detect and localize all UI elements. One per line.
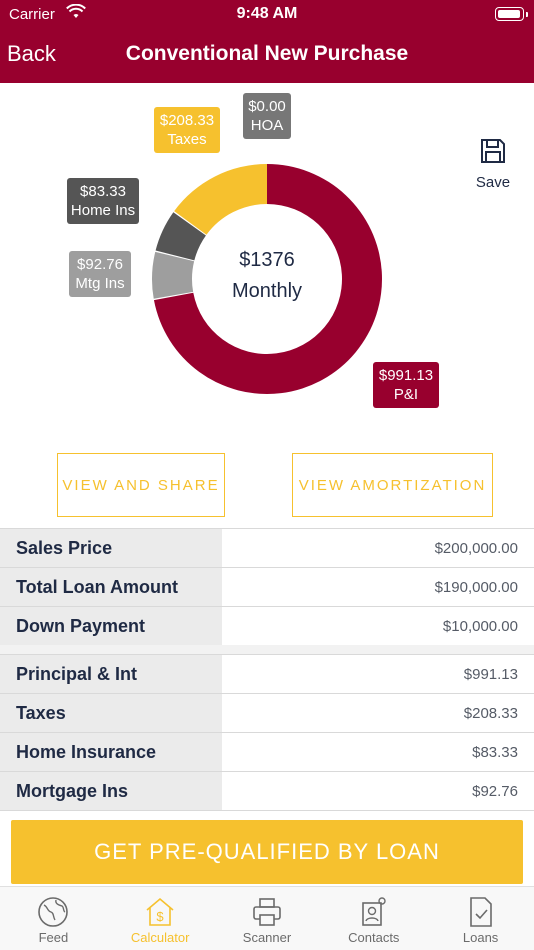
table-row: Home Insurance $83.33 [0,733,534,772]
row-label: Down Payment [0,607,222,645]
tab-calculator[interactable]: $ Calculator [107,887,214,950]
view-amortization-button[interactable]: VIEW AMORTIZATION [292,453,493,517]
tab-scanner[interactable]: Scanner [214,887,321,950]
tab-label: Feed [38,930,69,945]
donut-chart: $1376 Monthly $991.13 P&I $92.76 Mtg Ins $83… [67,93,439,408]
clock: 9:48 AM [236,5,298,22]
tab-bar: Feed $ Calculator Scanner [0,886,534,950]
table-row: Sales Price $200,000.00 [0,529,534,568]
row-value: $92.76 [222,772,534,810]
table-row: Down Payment $10,000.00 [0,607,534,646]
callout-value: $991.13 [379,367,433,384]
contacts-icon [357,895,391,934]
slice-p-i [153,164,382,394]
callout-label: HOA [251,117,284,134]
payment-chart: $1376 Monthly $991.13 P&I $92.76 Mtg Ins $83… [0,83,534,443]
tab-label: Contacts [348,930,400,945]
table-row: Principal & Int $991.13 [0,655,534,694]
callout-label: Taxes [167,131,206,148]
top-bar: Carrier 9:48 AM Back Conventional New Pu… [0,0,534,83]
tab-label: Scanner [242,930,292,945]
row-value: $208.33 [222,694,534,732]
row-label: Taxes [0,694,222,732]
callout-label: P&I [394,386,418,403]
printer-icon [250,895,284,934]
page-title: Conventional New Purchase [125,42,409,65]
table-row: Taxes $208.33 [0,694,534,733]
callout-box [243,93,291,139]
wifi-icon [66,3,86,24]
tab-contacts[interactable]: Contacts [320,887,427,950]
row-label: Principal & Int [0,655,222,693]
center-value: $1376 [239,249,295,271]
view-and-share-button[interactable]: VIEW AND SHARE [57,453,225,517]
get-prequalified-button[interactable]: GET PRE-QUALIFIED BY LOAN [11,820,523,884]
tab-label: Loans [462,930,499,945]
callout-label: Home Ins [71,202,135,219]
callout-value: $208.33 [160,112,214,129]
calculator-house-icon: $ [143,895,177,934]
callout-value: $0.00 [248,98,286,115]
table-row: Total Loan Amount $190,000.00 [0,568,534,607]
status-bar: Carrier 9:48 AM [0,0,534,30]
callout-label: Mtg Ins [75,275,124,292]
row-value: $190,000.00 [222,568,534,606]
slice-home-ins [155,212,206,261]
row-value: $10,000.00 [222,607,534,645]
loan-summary-table: Sales Price $200,000.00 Total Loan Amoun… [0,528,534,646]
table-row: Mortgage Ins $92.76 [0,772,534,811]
tab-label: Calculator [130,930,190,945]
callout-value: $92.76 [77,256,123,273]
globe-icon [36,895,70,934]
svg-text:$: $ [157,909,165,924]
slice-mtg-ins [152,251,195,299]
back-button[interactable]: Back [7,41,56,66]
checklist-icon [464,895,498,934]
center-label: Monthly [232,280,302,302]
row-value: $83.33 [222,733,534,771]
payment-breakdown-table: Principal & Int $991.13 Taxes $208.33 Ho… [0,654,534,811]
battery-icon [495,7,528,21]
row-label: Sales Price [0,529,222,567]
save-button[interactable]: Save [470,137,516,191]
save-label: Save [475,174,511,191]
callout-box [154,107,220,153]
floppy-disk-icon [481,139,505,163]
row-value: $200,000.00 [222,529,534,567]
section-divider [0,645,534,654]
callout-box [67,178,139,224]
callout-box [69,251,131,297]
tab-loans[interactable]: Loans [427,887,534,950]
slice-taxes [174,164,267,235]
row-value: $991.13 [222,655,534,693]
row-label: Total Loan Amount [0,568,222,606]
row-label: Home Insurance [0,733,222,771]
callout-value: $83.33 [80,183,126,200]
carrier-label: Carrier [9,6,55,23]
row-label: Mortgage Ins [0,772,222,810]
tab-feed[interactable]: Feed [0,887,107,950]
callout-box [373,362,439,408]
